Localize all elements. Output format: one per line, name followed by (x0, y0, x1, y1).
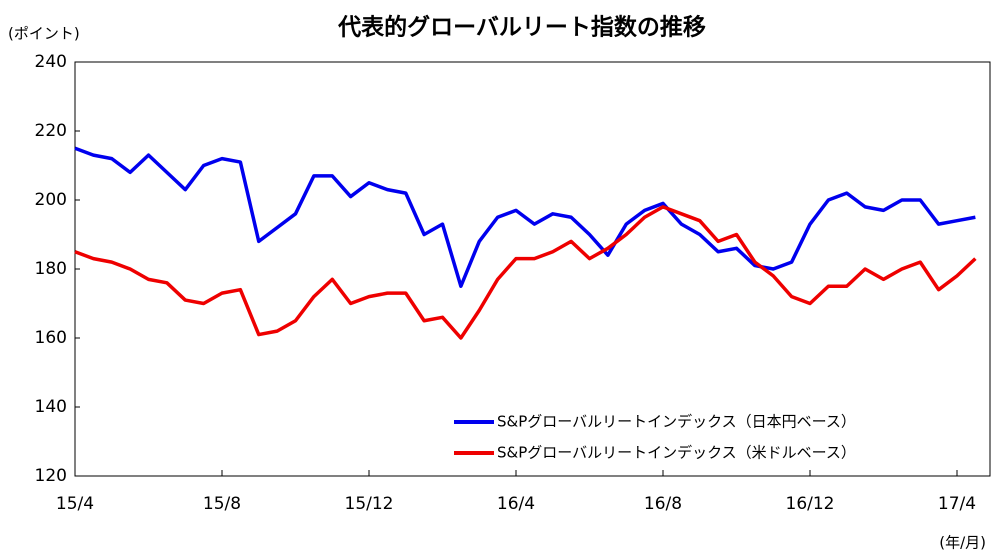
y-tick-label: 200 (35, 190, 67, 210)
x-tick-label: 15/12 (345, 494, 394, 514)
series-line (74, 205, 977, 340)
y-tick-label: 240 (35, 52, 67, 72)
x-tick-label: 15/8 (203, 494, 241, 514)
x-axis-label: (年/月) (939, 534, 986, 552)
x-tick-label: 15/4 (56, 494, 94, 514)
x-tick-label: 16/4 (497, 494, 535, 514)
legend-label: S&Pグローバルリートインデックス（日本円ベース） (497, 413, 856, 431)
chart-title: 代表的グローバルリート指数の推移 (337, 14, 706, 41)
y-tick-label: 160 (35, 328, 67, 348)
y-tick-label: 220 (35, 121, 67, 141)
y-tick-label: 140 (35, 397, 67, 417)
y-axis-label: (ポイント) (8, 25, 80, 43)
y-tick-label: 180 (35, 259, 67, 279)
x-tick-label: 16/8 (644, 494, 682, 514)
legend-label: S&Pグローバルリートインデックス（米ドルベース） (497, 444, 856, 462)
y-tick-label: 120 (35, 466, 67, 486)
series-line (74, 146, 976, 288)
x-tick-label: 17/4 (938, 494, 976, 514)
x-tick-label: 16/12 (786, 494, 835, 514)
